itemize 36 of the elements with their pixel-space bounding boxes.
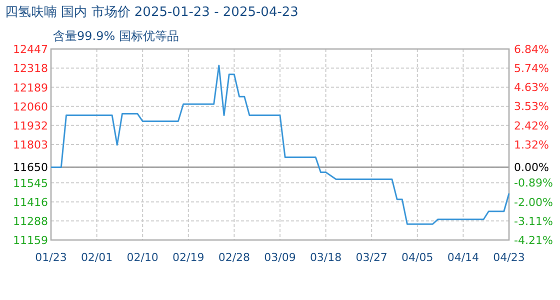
y-tick-label: 11288 — [13, 214, 48, 228]
y-tick-label: 11932 — [13, 119, 48, 132]
line-series — [50, 64, 510, 225]
x-tick-label: 04/05 — [402, 251, 434, 264]
x-tick-label: 02/19 — [172, 251, 204, 264]
y-tick-label: 11416 — [13, 196, 48, 209]
x-tick-label: 02/28 — [218, 251, 250, 264]
y-tick-label: 11803 — [13, 138, 48, 152]
x-tick-label: 03/18 — [310, 251, 342, 264]
x-tick-label: 04/23 — [493, 251, 525, 264]
y-tick-label: 12060 — [13, 100, 48, 114]
y2-tick-label: 1.32% — [514, 138, 549, 152]
x-tick-label: 04/14 — [447, 251, 480, 264]
chart-title: 四氢呋喃 国内 市场价 2025-01-23 - 2025-04-23 — [5, 5, 298, 20]
chart-subtitle: 含量99.9% 国标优等品 — [53, 29, 179, 43]
y-tick-label: 11650 — [13, 161, 48, 174]
y2-tick-label: -2.00% — [514, 196, 553, 209]
y2-tick-label: -3.11% — [514, 214, 553, 228]
x-tick-label: 01/23 — [35, 251, 67, 264]
x-tick-label: 03/27 — [356, 251, 388, 264]
y-tick-label: 12189 — [13, 81, 48, 94]
x-tick-label: 02/10 — [126, 251, 158, 264]
y-tick-label: 12447 — [13, 43, 48, 56]
y2-tick-label: -0.89% — [514, 176, 553, 190]
y-tick-label: 11159 — [13, 234, 48, 247]
y2-tick-label: 0.00% — [514, 161, 549, 174]
x-tick-label: 02/01 — [80, 251, 113, 264]
y2-tick-label: 6.84% — [514, 43, 549, 56]
y2-tick-label: 5.74% — [514, 62, 549, 76]
y-tick-label: 11545 — [13, 176, 48, 190]
y2-tick-label: 3.53% — [514, 100, 549, 114]
y2-tick-label: -4.21% — [514, 234, 553, 247]
y-tick-label: 12318 — [13, 62, 48, 76]
y2-tick-label: 2.42% — [514, 119, 549, 132]
x-tick-label: 03/09 — [264, 251, 296, 264]
y2-tick-label: 4.63% — [514, 81, 549, 94]
